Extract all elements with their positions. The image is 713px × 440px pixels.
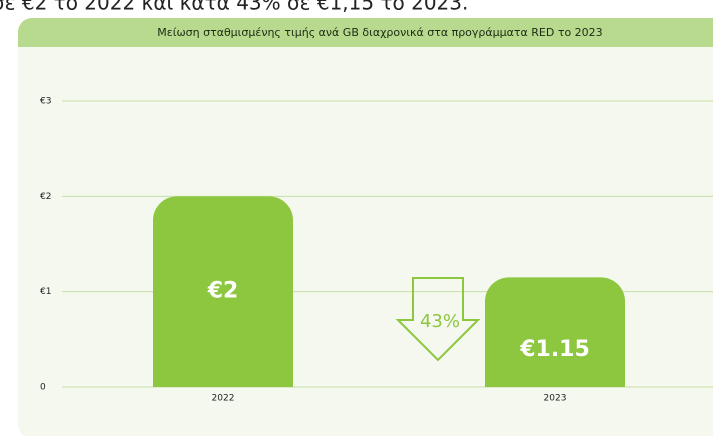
y-tick-label: €2 [40, 192, 51, 202]
y-tick-label: €3 [40, 97, 51, 107]
x-tick-label: 2022 [212, 394, 235, 404]
value-label: €2 [207, 279, 239, 304]
x-tick-label: 2023 [544, 394, 567, 404]
annotation: 43% [420, 311, 460, 332]
bar [485, 277, 625, 387]
header-band [18, 18, 713, 47]
down-arrow [395, 277, 481, 362]
y-tick-label: 0 [40, 383, 46, 393]
chart-title: Μείωση σταθμισμένης τιμής ανά GB διαχρον… [157, 26, 602, 39]
value-label: €1.15 [519, 337, 590, 362]
y-tick-label: €1 [40, 287, 51, 297]
bar [153, 196, 293, 387]
caption: σε €2 το 2022 και κατά 43% σε €1,15 το 2… [0, 0, 468, 15]
